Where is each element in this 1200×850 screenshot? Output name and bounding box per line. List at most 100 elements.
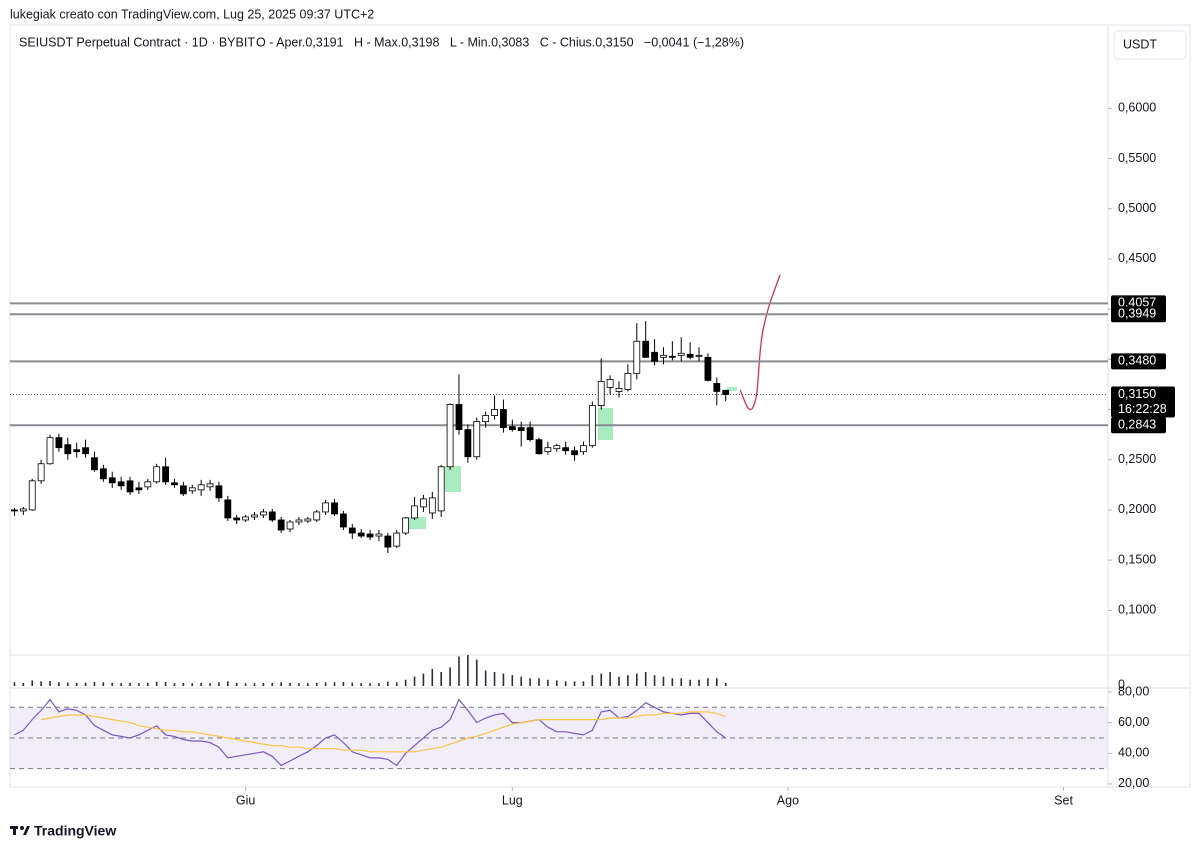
volume-bar [609, 672, 611, 686]
candle-body [348, 527, 356, 534]
candle-body [357, 532, 365, 537]
candle-body [313, 511, 321, 521]
volume-bar [635, 673, 638, 686]
candle-body [171, 482, 178, 486]
candle-body [597, 381, 605, 406]
volume-bar [22, 682, 25, 686]
volume-bar [467, 655, 469, 686]
candle-body [259, 511, 267, 516]
volume-bar [564, 681, 567, 686]
volume-bar [244, 683, 247, 686]
candle-body [28, 480, 36, 511]
logo-mark [13, 826, 16, 835]
volume-bar [218, 682, 220, 686]
volume-bar [387, 681, 389, 686]
candle-body [304, 518, 312, 522]
level-label: 0,2843 [1118, 418, 1156, 432]
candle-body [251, 514, 258, 518]
currency-button[interactable] [1113, 30, 1187, 60]
volume-bar [262, 682, 265, 686]
candle-body [277, 519, 285, 531]
volume-bar [369, 683, 371, 686]
volume-bar [129, 682, 131, 686]
volume-bar [111, 682, 114, 686]
candle-body [455, 404, 463, 431]
volume-bar [93, 681, 96, 686]
volume-bar [529, 678, 531, 686]
candle-body [286, 521, 294, 530]
candle-body [393, 532, 401, 547]
volume-bar [724, 682, 727, 686]
volume-bar [191, 683, 194, 686]
candle-body [37, 463, 45, 482]
volume-bar [164, 681, 167, 686]
volume-bar [253, 683, 256, 686]
candle-body [544, 447, 552, 453]
candle-body [340, 513, 347, 528]
candle-body [553, 445, 561, 450]
volume-bar [618, 676, 620, 686]
candle-body [375, 533, 383, 537]
volume-bar [511, 675, 514, 686]
candle-body [64, 444, 72, 455]
volume-bar [431, 668, 434, 686]
candle-body [11, 509, 18, 512]
candle-body [624, 372, 632, 390]
candle-body [580, 445, 587, 453]
volume-bar [484, 670, 487, 686]
volume-bar [280, 682, 282, 686]
volume-bar [209, 683, 211, 686]
candle-body [197, 484, 205, 491]
logo-mark [20, 826, 24, 830]
candle-body [464, 429, 472, 458]
candle-body [322, 502, 330, 513]
candle-body [135, 487, 143, 491]
volume-bar [395, 682, 398, 686]
candle-body [446, 404, 454, 468]
volume-bar [155, 681, 158, 686]
level-label: 0,4057 [1118, 296, 1156, 310]
candle-body [206, 483, 214, 488]
volume-bar [378, 683, 380, 686]
candle-body [179, 485, 187, 495]
volume-bar [680, 678, 683, 686]
last-price-box [1111, 386, 1175, 418]
candle-body [651, 351, 658, 362]
volume-bar [538, 678, 540, 686]
volume-bar [298, 683, 300, 686]
volume-bar [627, 675, 629, 686]
x-tick-label: Lug [502, 793, 523, 807]
volume-bar [102, 682, 105, 686]
currency[interactable]: USDT [1123, 37, 1157, 51]
volume-bar [600, 673, 603, 686]
y-tick-label: 0,5500 [1118, 151, 1156, 165]
candle-body [660, 354, 667, 358]
y-tick-label: 40,00 [1118, 746, 1149, 760]
candle-body [473, 421, 481, 458]
volume-bar [698, 679, 700, 686]
volume-bar [75, 682, 78, 686]
candle-body [384, 535, 392, 548]
candle-body [615, 388, 623, 392]
x-tick-label: Ago [777, 793, 799, 807]
volume-bar [289, 682, 291, 686]
candle-body [82, 447, 89, 455]
candle-body [713, 383, 721, 392]
volume-bar [449, 667, 451, 686]
candle-body [295, 519, 303, 523]
y-tick-label: 0 [1118, 677, 1125, 691]
volume-bar [716, 678, 718, 686]
candle-body [188, 487, 196, 492]
volume-bar [582, 681, 585, 686]
candle-body [437, 466, 445, 512]
candle-body [153, 466, 161, 483]
candle-body [19, 508, 27, 512]
candle-body [571, 450, 578, 456]
volume-bar [422, 673, 425, 686]
logo-mark [23, 826, 30, 835]
candle-body [420, 498, 427, 508]
level-label-box [1111, 353, 1166, 370]
volume-bar [555, 680, 558, 686]
